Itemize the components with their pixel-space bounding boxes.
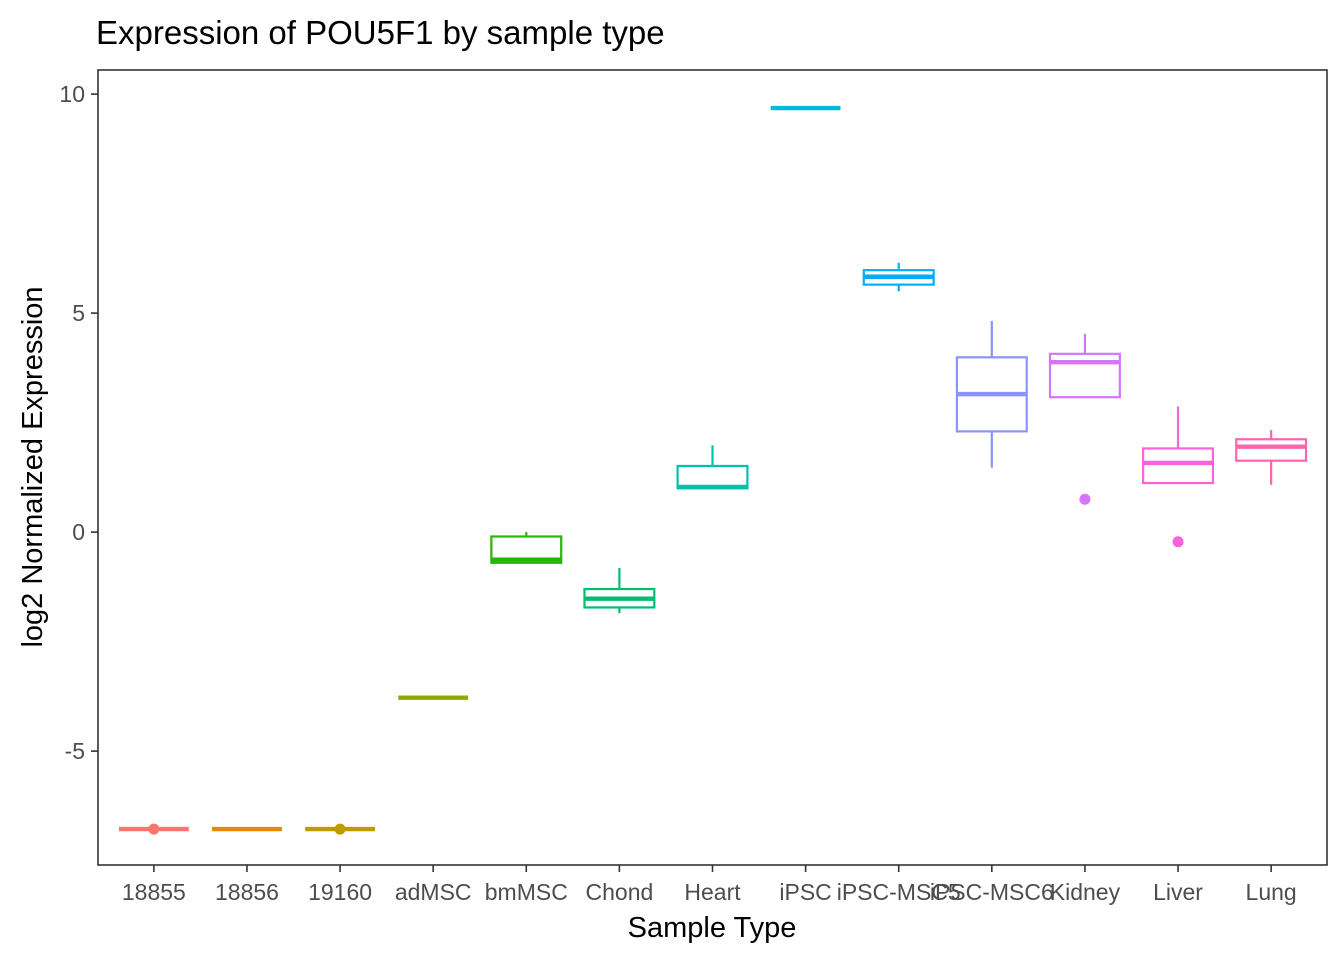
- box-body: [1142, 447, 1215, 485]
- box-bmMSC: [490, 532, 563, 564]
- x-tick-label: Chond: [586, 879, 654, 905]
- box-18855: [118, 823, 189, 835]
- x-tick-label: Heart: [684, 879, 741, 905]
- y-tick-label: 10: [59, 81, 85, 107]
- box-iPSC-MSC5: [862, 262, 935, 292]
- x-axis-title: Sample Type: [628, 912, 797, 944]
- box-Chond: [583, 568, 656, 614]
- outlier-point: [334, 823, 346, 835]
- x-tick-label: Kidney: [1050, 879, 1121, 905]
- box-body: [1235, 438, 1308, 462]
- x-tick-label: bmMSC: [485, 879, 568, 905]
- x-tick-label: 18856: [215, 879, 279, 905]
- y-tick-label: 5: [72, 300, 85, 326]
- box-Lung: [1235, 430, 1308, 485]
- box-Liver: [1142, 406, 1215, 548]
- box-Kidney: [1048, 333, 1121, 505]
- x-tick-label: 19160: [308, 879, 372, 905]
- x-tick-label: iPSC: [779, 879, 831, 905]
- y-axis-title: log2 Normalized Expression: [17, 286, 49, 647]
- box-iPSC-MSC6: [955, 320, 1028, 468]
- x-tick-label: 18855: [122, 879, 186, 905]
- x-tick-label: adMSC: [395, 879, 472, 905]
- y-tick-label: -5: [65, 738, 85, 764]
- x-tick-label: Liver: [1153, 879, 1203, 905]
- x-tick-label: iPSC-MSC6: [930, 879, 1054, 905]
- outlier-point: [1172, 536, 1184, 548]
- box-marks: [118, 105, 1308, 835]
- y-axis: -5 0 5 10: [59, 81, 98, 764]
- y-tick-label: 0: [72, 519, 85, 545]
- outlier-point: [1079, 493, 1091, 505]
- box-Heart: [676, 445, 749, 490]
- x-tick-label: iPSC-MSC5: [837, 879, 961, 905]
- x-tick-label: Lung: [1246, 879, 1297, 905]
- box-19160: [305, 823, 375, 835]
- chart-title: Expression of POU5F1 by sample type: [96, 14, 665, 51]
- x-axis: 18855 18856 19160 adMSC bmMSC Chond Heart iPSC i…: [122, 865, 1297, 905]
- outlier-point: [148, 823, 160, 835]
